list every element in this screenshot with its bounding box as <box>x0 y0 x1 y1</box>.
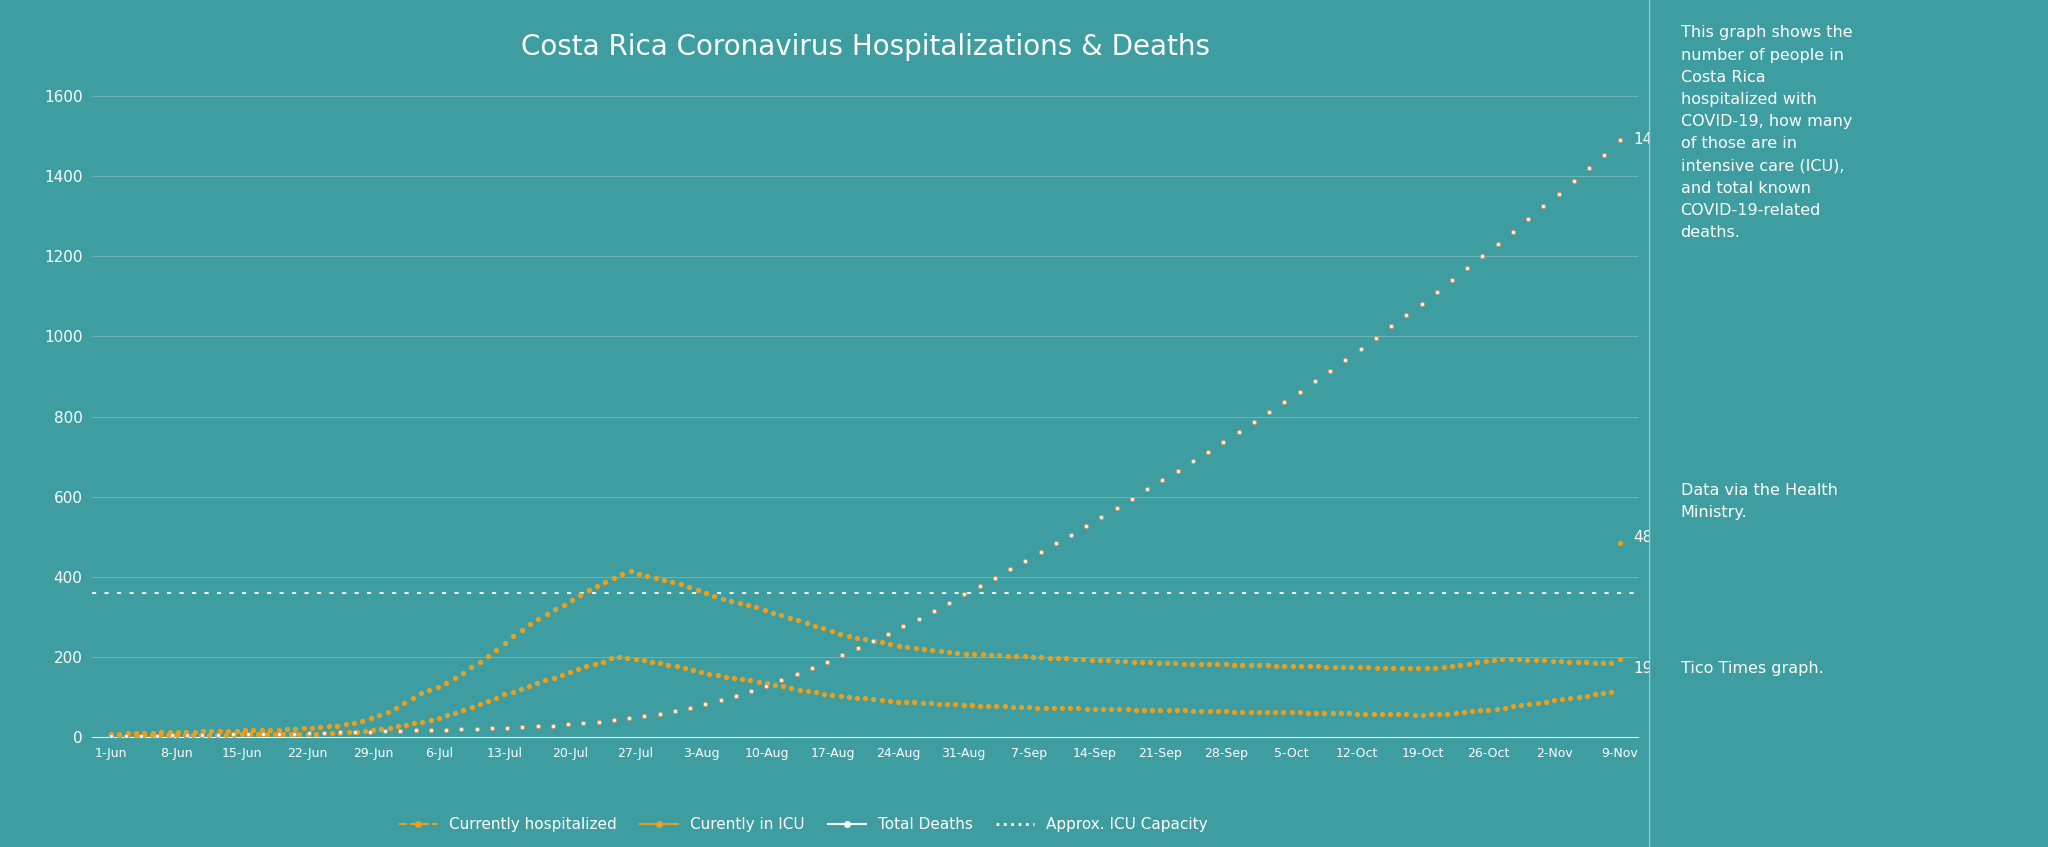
Text: 1491: 1491 <box>1634 132 1673 147</box>
Text: 484: 484 <box>1634 529 1663 545</box>
Text: Data via the Health
Ministry.: Data via the Health Ministry. <box>1681 483 1837 520</box>
Text: This graph shows the
number of people in
Costa Rica
hospitalized with
COVID-19, : This graph shows the number of people in… <box>1681 25 1851 241</box>
Text: 195: 195 <box>1634 662 1663 676</box>
Text: Tico Times graph.: Tico Times graph. <box>1681 661 1823 676</box>
Title: Costa Rica Coronavirus Hospitalizations & Deaths: Costa Rica Coronavirus Hospitalizations … <box>520 33 1210 61</box>
Legend: Currently hospitalized, Curently in ICU, Total Deaths, Approx. ICU Capacity: Currently hospitalized, Curently in ICU,… <box>393 811 1214 839</box>
